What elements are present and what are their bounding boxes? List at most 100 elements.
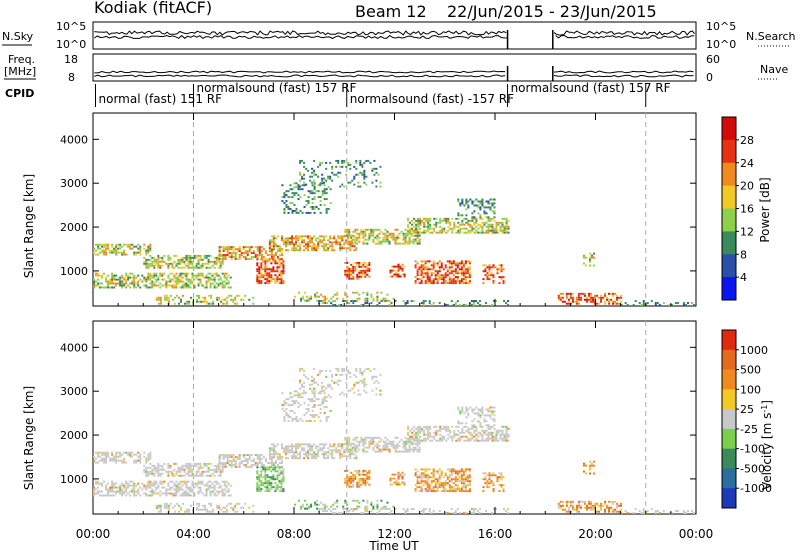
- power-cell: [189, 256, 192, 259]
- power-cell: [230, 257, 233, 260]
- power-cell: [173, 276, 176, 279]
- velocity-cell: [339, 445, 342, 448]
- velocity-cell: [325, 457, 328, 460]
- velocity-cell: [354, 473, 357, 476]
- velocity-cell: [346, 503, 349, 506]
- velocity-cell: [489, 406, 492, 409]
- velocity-cell: [384, 446, 387, 449]
- nsky-frame: [92, 21, 697, 50]
- power-cell: [93, 247, 96, 250]
- power-cell: [604, 300, 607, 303]
- velocity-cell: [256, 462, 259, 464]
- velocity-cell: [266, 486, 269, 489]
- power-cell: [258, 270, 261, 273]
- velocity-cell: [207, 468, 210, 471]
- power-cell: [167, 296, 170, 299]
- power-cell: [376, 297, 379, 300]
- velocity-cell: [404, 450, 407, 453]
- power-cell: [365, 183, 368, 186]
- velocity-cell: [175, 484, 178, 487]
- power-cell: [147, 262, 150, 265]
- velocity-cell: [391, 483, 394, 486]
- power-cell: [320, 300, 323, 303]
- power-cell: [272, 278, 275, 281]
- velocity-cell: [230, 502, 233, 505]
- power-cell: [353, 177, 356, 180]
- velocity-cell: [145, 474, 148, 477]
- velocity-cell: [219, 472, 222, 475]
- power-cell: [290, 237, 293, 240]
- velocity-cell: [171, 472, 174, 475]
- velocity-cell: [161, 464, 164, 467]
- power-cell: [103, 245, 106, 248]
- velocity-cell: [453, 429, 456, 432]
- velocity-cell: [436, 472, 439, 475]
- velocity-cell: [151, 464, 154, 467]
- power-cell: [416, 278, 419, 281]
- power-cell: [482, 282, 485, 285]
- velocity-cell: [432, 488, 435, 491]
- velocity-cell: [481, 433, 484, 436]
- velocity-cell: [307, 449, 310, 452]
- power-cell: [600, 294, 603, 297]
- velocity-cell: [612, 508, 615, 511]
- power-cell: [209, 282, 212, 285]
- power-cell: [344, 293, 347, 296]
- power-cell: [331, 165, 334, 168]
- power-cell: [260, 276, 263, 279]
- velocity-cell: [222, 458, 225, 461]
- power-cell: [310, 297, 313, 300]
- power-cell: [270, 274, 273, 277]
- velocity-cell: [149, 482, 152, 485]
- power-cell: [565, 294, 568, 297]
- velocity-cell: [358, 481, 361, 484]
- power-cell: [299, 237, 302, 240]
- velocity-cell: [490, 474, 493, 477]
- velocity-cell: [264, 466, 267, 469]
- power-cell: [608, 302, 611, 305]
- velocity-cell: [212, 508, 215, 511]
- power-cell: [467, 221, 470, 224]
- velocity-cell: [391, 477, 394, 480]
- velocity-cell: [461, 435, 464, 438]
- power-cell: [280, 264, 283, 267]
- power-cell: [111, 282, 114, 285]
- power-cell: [473, 216, 476, 219]
- velocity-cell: [205, 470, 208, 473]
- velocity-cell: [337, 443, 340, 446]
- power-cell: [246, 257, 249, 260]
- power-cell: [491, 229, 494, 232]
- power-cell: [430, 268, 433, 271]
- velocity-cell: [143, 486, 146, 489]
- power-cell: [254, 254, 257, 256]
- power-cell: [238, 294, 241, 297]
- velocity-cell: [396, 444, 399, 447]
- freq-frame: [92, 53, 697, 82]
- power-cell: [404, 236, 407, 239]
- power-cell: [500, 276, 503, 279]
- velocity-cell: [492, 474, 495, 477]
- velocity-cell: [185, 508, 188, 511]
- velocity-cell: [438, 478, 441, 481]
- power-cell: [159, 296, 162, 299]
- velocity-cell: [250, 460, 253, 463]
- velocity-cell: [432, 472, 435, 475]
- velocity-cell: [368, 442, 371, 445]
- power-cell: [396, 242, 399, 245]
- velocity-cell: [179, 474, 182, 477]
- velocity-cell: [157, 468, 160, 471]
- power-cell: [460, 268, 463, 271]
- power-cell: [202, 296, 205, 299]
- velocity-cell: [321, 449, 324, 452]
- power-cell: [341, 237, 344, 240]
- velocity-cell: [264, 470, 267, 473]
- velocity-cell: [299, 387, 302, 390]
- power-cell: [487, 217, 490, 220]
- power-cell: [268, 272, 271, 275]
- power-cell: [307, 169, 310, 172]
- velocity-cell: [313, 387, 316, 390]
- power-cell: [361, 171, 364, 174]
- power-cell: [571, 300, 574, 303]
- power-cell: [121, 284, 124, 287]
- power-cell: [440, 276, 443, 279]
